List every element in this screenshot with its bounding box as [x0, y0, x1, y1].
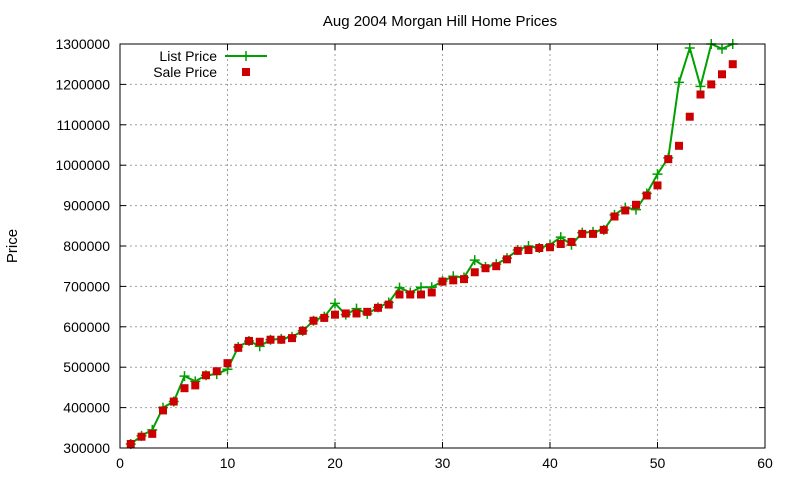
list-price-point: [717, 43, 727, 54]
sale-price-point: [621, 206, 630, 215]
sale-price-point: [535, 244, 544, 253]
sale-price-point: [395, 290, 404, 299]
legend-plus-marker: [241, 51, 251, 61]
gridlines: [120, 44, 765, 448]
sale-price-point: [524, 246, 533, 255]
sale-price-point: [352, 309, 361, 318]
y-tick-label: 500000: [63, 359, 110, 375]
sale-price-point: [610, 212, 619, 221]
sale-price-point: [245, 336, 253, 345]
sale-price-point: [696, 90, 705, 99]
axis-ticks: 0 10 20 30 40 50 60 300000 400000 500000 600000 700…: [55, 36, 773, 471]
y-tick-label: 300000: [63, 440, 110, 456]
x-tick-label: 60: [757, 455, 773, 471]
sale-price-point: [642, 191, 651, 200]
sale-price-point: [320, 313, 329, 322]
sale-price-point: [212, 367, 221, 376]
sale-price-point: [202, 371, 210, 380]
sale-price-point: [481, 264, 490, 273]
sale-price-point: [589, 229, 597, 238]
sale-price-point: [137, 432, 146, 441]
y-tick-label: 700000: [63, 278, 110, 294]
sale-price-point: [653, 181, 662, 190]
sale-price-point: [664, 155, 673, 164]
sale-price-point: [599, 225, 608, 234]
list-price-point: [652, 169, 663, 180]
list-price-point: [330, 298, 340, 309]
sale-price-point: [513, 246, 522, 255]
list-price-point: [469, 255, 480, 266]
series-list-price: [125, 39, 738, 449]
sale-price-point: [384, 300, 393, 309]
y-axis-label: Price: [4, 229, 21, 263]
legend-square-marker: [242, 68, 250, 76]
sale-price-point: [341, 309, 350, 318]
y-tick-label: 800000: [63, 238, 110, 254]
y-tick-label: 1000000: [55, 157, 110, 173]
sale-price-point: [685, 112, 694, 121]
sale-price-point: [460, 275, 468, 284]
plot-frame: [119, 43, 766, 449]
sale-price-point: [470, 268, 479, 277]
sale-price-point: [718, 70, 726, 79]
legend-label: List Price: [159, 48, 217, 64]
list-price-line: [130, 42, 734, 445]
sale-price-point: [578, 229, 587, 238]
series-layer: [125, 39, 738, 449]
sale-price-point: [255, 337, 264, 346]
sale-price-point: [298, 326, 307, 335]
sale-price-point: [406, 290, 415, 299]
x-tick-label: 50: [650, 455, 666, 471]
y-tick-label: 600000: [63, 319, 110, 335]
sale-price-point: [503, 255, 511, 264]
y-tick-label: 1200000: [55, 76, 110, 92]
sale-price-point: [169, 397, 178, 406]
sale-price-point: [675, 141, 683, 150]
sale-price-point: [728, 60, 737, 69]
sale-price-point: [556, 239, 565, 248]
sale-price-point: [309, 316, 318, 325]
sale-price-point: [288, 334, 296, 343]
chart-title: Aug 2004 Morgan Hill Home Prices: [323, 13, 557, 30]
sale-price-point: [492, 262, 501, 271]
sale-price-point: [427, 288, 436, 297]
sale-price-point: [417, 290, 425, 299]
sale-price-point: [567, 237, 576, 246]
x-tick-label: 0: [116, 455, 124, 471]
sale-price-point: [126, 439, 135, 448]
sale-price-point: [234, 343, 243, 352]
sale-price-point: [331, 310, 339, 319]
sale-price-point: [223, 359, 232, 368]
sale-price-point: [277, 335, 286, 344]
sale-price-point: [632, 200, 640, 209]
sale-price-point: [546, 243, 554, 252]
sale-price-point: [449, 276, 458, 285]
y-tick-label: 1100000: [57, 117, 111, 133]
x-tick-label: 10: [220, 455, 236, 471]
list-price-point: [684, 43, 695, 54]
sale-price-point: [266, 335, 275, 344]
x-tick-label: 40: [542, 455, 558, 471]
y-tick-label: 1300000: [55, 36, 110, 52]
legend-label: Sale Price: [153, 64, 217, 80]
sale-price-point: [438, 277, 447, 286]
x-tick-label: 20: [327, 455, 343, 471]
sale-price-point: [363, 307, 372, 316]
sale-price-point: [159, 406, 167, 415]
sale-price-point: [180, 384, 189, 393]
list-price-point: [695, 81, 706, 92]
y-tick-label: 900000: [63, 198, 110, 214]
list-price-point: [179, 371, 190, 382]
x-tick-label: 30: [435, 455, 451, 471]
list-price-point: [674, 77, 684, 88]
y-tick-label: 400000: [63, 400, 110, 416]
sale-price-point: [374, 303, 382, 312]
sale-price-point: [707, 80, 716, 89]
sale-price-point: [191, 381, 200, 390]
series-sale-price: [126, 60, 737, 448]
sale-price-point: [148, 429, 157, 438]
